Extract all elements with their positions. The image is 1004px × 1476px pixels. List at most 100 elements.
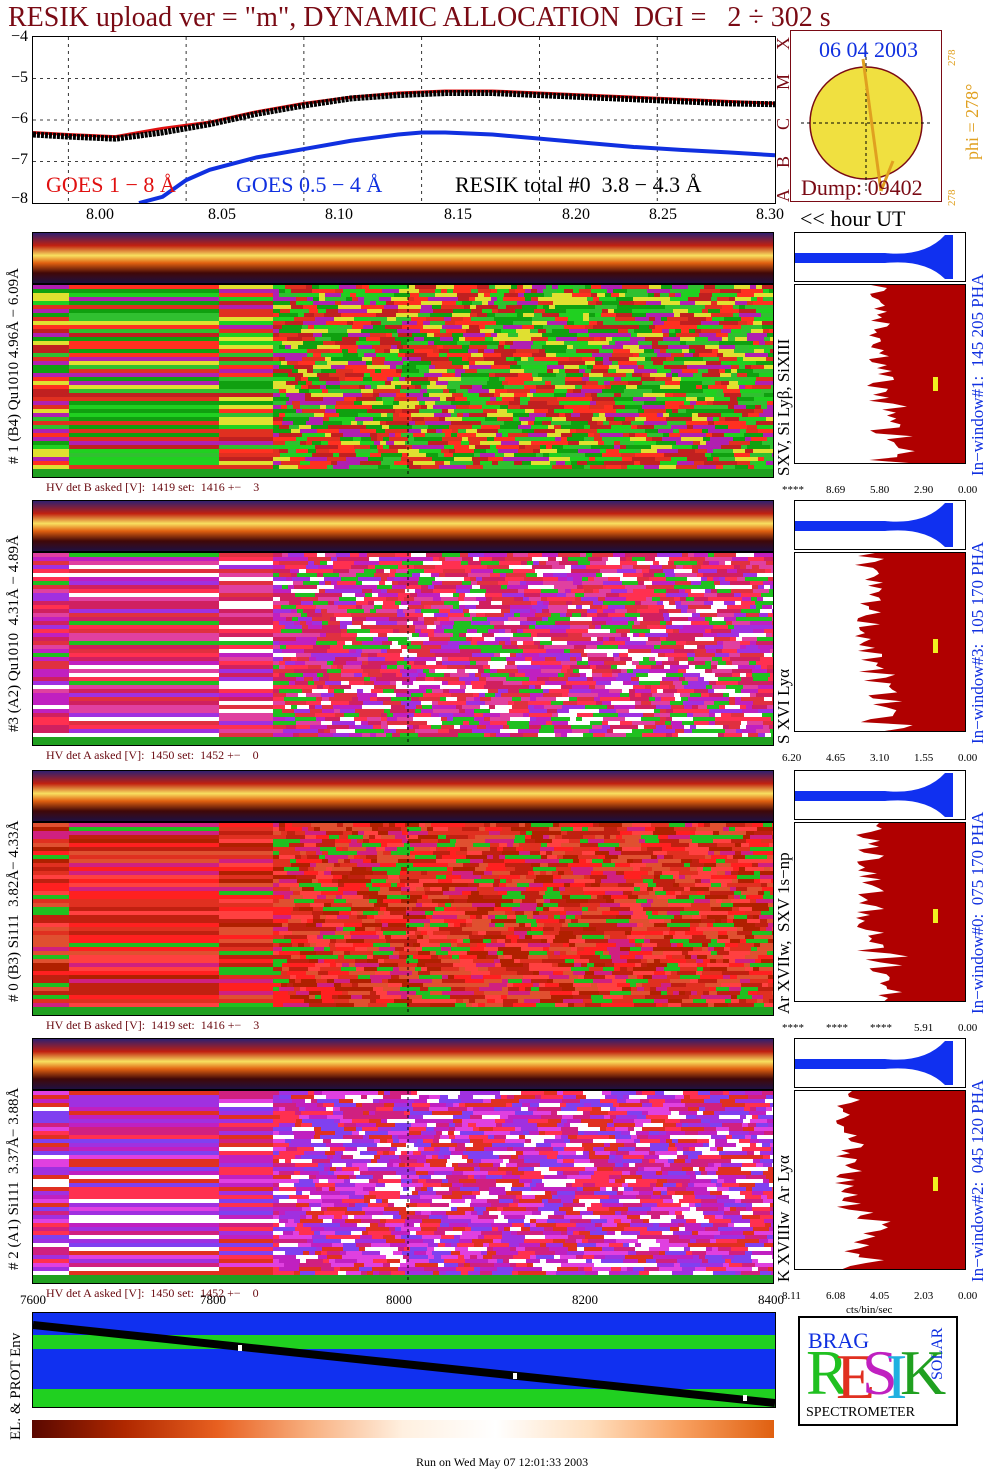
- hist-tick: ****: [870, 1022, 892, 1034]
- window-label: In−window#2: 045 120 PHA: [968, 1080, 988, 1282]
- lightcurve-yaxis: −4 −5 −6 −7 −8: [0, 36, 30, 204]
- detector-strip: [32, 1038, 774, 1090]
- spectrum-histogram: [794, 1090, 966, 1270]
- detector-ylabel: # 1 (B4) Qu1010 4.96Å − 6.09Å: [6, 268, 23, 464]
- env-xtick: 7600: [20, 1292, 46, 1308]
- env-plot: [33, 1313, 775, 1407]
- hist-tick: 8.69: [826, 484, 845, 496]
- class-letter-c: C: [773, 118, 794, 130]
- env-marker: [743, 1395, 747, 1401]
- env-panel: [32, 1312, 776, 1408]
- detector-strip: [32, 232, 774, 284]
- env-xtick: 8000: [386, 1292, 412, 1308]
- hv-status: HV det B asked [V]: 1419 set: 1416 +− 3: [46, 480, 259, 495]
- goes-short-label: GOES 0.5 − 4 Å: [236, 172, 382, 198]
- hv-status: HV det A asked [V]: 1450 set: 1452 +− 0: [46, 748, 259, 763]
- hist-tick: 4.05: [870, 1290, 889, 1302]
- goes-class-letters: X M C B A: [773, 30, 791, 202]
- env-band-mid: [33, 1349, 775, 1389]
- hist-tick: ****: [782, 1022, 804, 1034]
- class-letter-a: A: [773, 189, 794, 202]
- hist-tick: 5.80: [870, 484, 889, 496]
- lc-xtick: 8.10: [325, 206, 353, 224]
- resik-logo: R E S I K BRAG SOLAR SPECTROMETER: [798, 1316, 958, 1426]
- hist-tick: 2.03: [914, 1290, 933, 1302]
- env-band-top: [33, 1313, 775, 1335]
- class-letter-x: X: [773, 37, 794, 50]
- detector-ylabel: #3 (A2) Qu1010 4.31Å − 4.89Å: [6, 535, 23, 732]
- sun-date: 06 04 2003: [819, 37, 918, 63]
- colour-scale-bar: [32, 1420, 774, 1438]
- spectrum-histogram: [794, 284, 966, 464]
- pha-histogram: [794, 500, 966, 550]
- hist-tick: 0.00: [958, 1290, 977, 1302]
- hist-tick: ****: [826, 1022, 848, 1034]
- logo-glyph-spectrometer: SPECTROMETER: [806, 1405, 916, 1420]
- lc-ytick: −4: [0, 28, 28, 46]
- page-title: RESIK upload ver = "m", DYNAMIC ALLOCATI…: [8, 2, 831, 34]
- phi-label: phi = 278°: [962, 84, 983, 160]
- hist-tick: 2.90: [914, 484, 933, 496]
- hist-tick: 1.55: [914, 752, 933, 764]
- window-label: In−window#3: 105 170 PHA: [968, 542, 988, 744]
- class-letter-m: M: [773, 74, 794, 90]
- run-timestamp: Run on Wed May 07 12:01:33 2003: [416, 1455, 588, 1470]
- x-unit-label: << hour UT: [800, 206, 905, 232]
- sun-panel: 06 04 2003 Dump: 09402: [790, 30, 942, 202]
- hist-unit: cts/bin/sec: [846, 1304, 892, 1316]
- window-label: In−window#1: 145 205 PHA: [968, 274, 988, 476]
- goes-long-label: GOES 1 − 8 Å: [46, 172, 176, 198]
- pha-histogram: [794, 1038, 966, 1088]
- env-xtick: 7800: [200, 1292, 226, 1308]
- spectrum-histogram: [794, 552, 966, 732]
- phi-small-top: 278: [946, 50, 958, 67]
- logo-glyph-solar: SOLAR: [929, 1327, 946, 1380]
- hist-xaxis: **** 8.69 5.80 2.90 0.00: [782, 484, 982, 498]
- detector-heatmap: [32, 552, 774, 746]
- hist-tick: 6.20: [782, 752, 801, 764]
- lc-xtick: 8.15: [444, 206, 472, 224]
- hist-tick: ****: [782, 484, 804, 496]
- hv-status: HV det B asked [V]: 1419 set: 1416 +− 3: [46, 1018, 259, 1033]
- hist-xaxis: 8.11 6.08 4.05 2.03 0.00: [782, 1290, 982, 1304]
- lc-ytick: −5: [0, 69, 28, 87]
- env-marker: [513, 1373, 517, 1379]
- lc-xtick: 8.30: [756, 206, 784, 224]
- env-marker: [238, 1345, 242, 1351]
- lc-ytick: −8: [0, 190, 28, 208]
- pha-histogram: [794, 770, 966, 820]
- phi-small-bottom: 278: [946, 190, 958, 207]
- lc-xtick: 8.25: [649, 206, 677, 224]
- detector-ylabel: # 0 (B3) Si111 3.82Å− 4.33Å: [6, 820, 23, 1002]
- env-xtick: 8200: [572, 1292, 598, 1308]
- line-label: Ar XVIIw, SXV 1s−np: [774, 852, 794, 1014]
- resik-logo-art: R E S I K BRAG SOLAR SPECTROMETER: [800, 1318, 956, 1424]
- class-letter-b: B: [773, 156, 794, 168]
- detector-heatmap: [32, 1090, 774, 1284]
- env-xtick: 8400: [758, 1292, 784, 1308]
- logo-glyph-brag: BRAG: [808, 1328, 869, 1353]
- hist-xaxis: **** **** **** 5.91 0.00: [782, 1022, 982, 1036]
- hist-tick: 5.91: [914, 1022, 933, 1034]
- spectrum-histogram: [794, 822, 966, 1002]
- detector-strip: [32, 500, 774, 552]
- pha-histogram: [794, 232, 966, 282]
- line-label: SXV, Si Lyβ, SiXIII: [774, 339, 794, 476]
- detector-strip: [32, 770, 774, 822]
- hist-tick: 4.65: [826, 752, 845, 764]
- resik-total-label: RESIK total #0 3.8 − 4.3 Å: [455, 172, 701, 198]
- hist-xaxis: 6.20 4.65 3.10 1.55 0.00: [782, 752, 982, 766]
- line-label: K XVIIIw Ar Lyα: [774, 1155, 794, 1282]
- lc-xtick: 8.20: [562, 206, 590, 224]
- env-xaxis: 7600 7800 8000 8200 8400: [20, 1292, 800, 1312]
- hist-tick: 6.08: [826, 1290, 845, 1302]
- dump-label: Dump: 09402: [801, 175, 923, 201]
- lc-ytick: −7: [0, 151, 28, 169]
- detector-heatmap: [32, 822, 774, 1016]
- lc-ytick: −6: [0, 110, 28, 128]
- lc-xtick: 8.05: [208, 206, 236, 224]
- detector-ylabel: # 2 (A1) Si111 3.37Å− 3.88Å: [6, 1088, 23, 1270]
- detector-heatmap: [32, 284, 774, 478]
- lightcurve-xaxis: 8.00 8.05 8.10 8.15 8.20 8.25 8.30: [32, 206, 792, 230]
- lc-xtick: 8.00: [86, 206, 114, 224]
